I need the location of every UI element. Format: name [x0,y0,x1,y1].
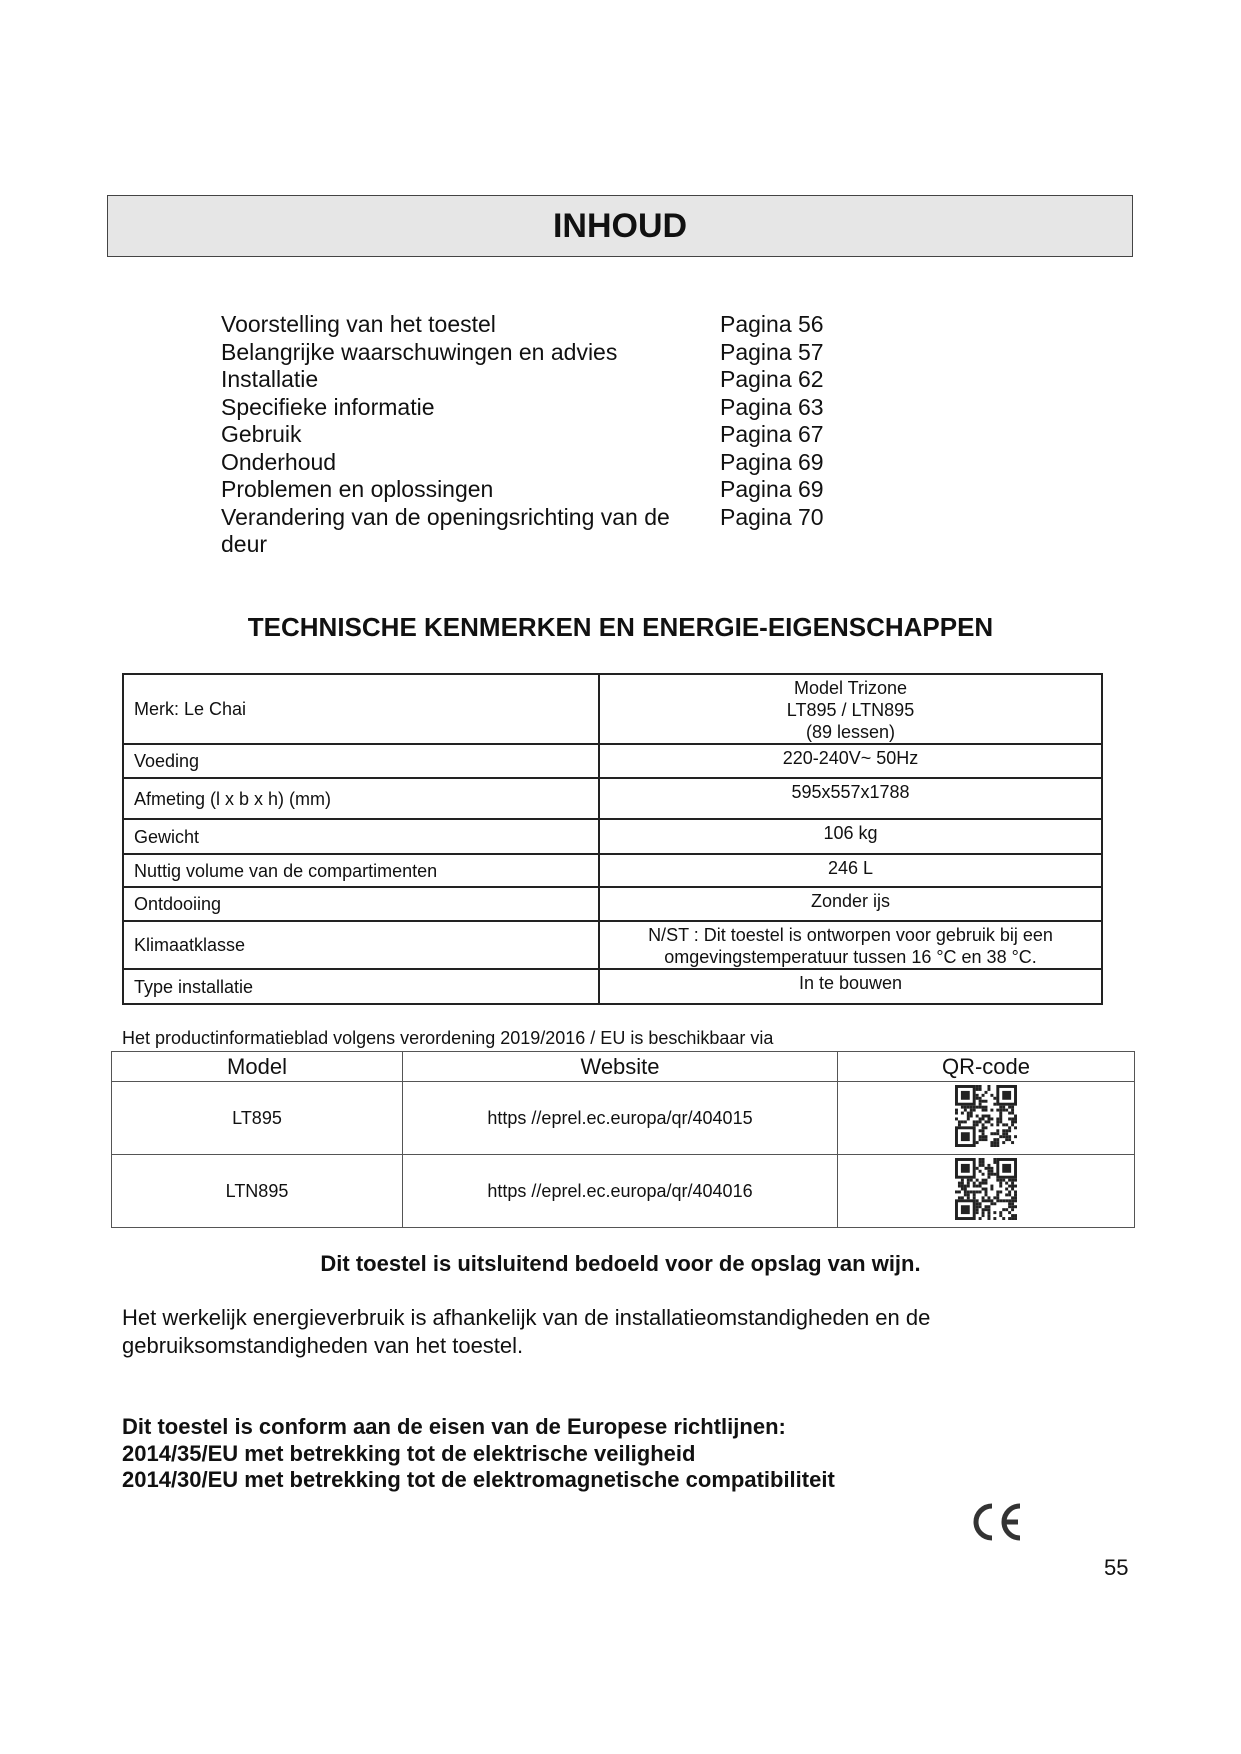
spec-value: 246 L [598,853,1103,888]
spec-row: Type installatie In te bouwen [122,968,1103,1005]
header-qr-code: QR-code [837,1051,1135,1082]
spec-row: Afmeting (l x b x h) (mm) 595x557x1788 [122,777,1103,820]
toc-item: Installatie Pagina 62 [221,366,824,394]
toc-item: Voorstelling van het toestel Pagina 56 [221,311,824,339]
spec-label: Nuttig volume van de compartimenten [122,853,600,888]
conformity-line: Dit toestel is conform aan de eisen van … [122,1414,786,1439]
toc-label: Problemen en oplossingen [221,476,494,502]
toc-label: Verandering van de openingsrichting van … [221,503,670,558]
toc-label: Installatie [221,366,319,392]
spec-value: In te bouwen [598,968,1103,1005]
toc-item: Gebruik Pagina 67 [221,421,824,449]
header-model: Model [111,1051,403,1082]
contents-title: INHOUD [107,195,1133,257]
spec-value: 220-240V~ 50Hz [598,743,1103,779]
product-sheet-table: Model Website QR-code LT895 https //eprel… [111,1051,1135,1228]
model-cell: LT895 [111,1081,403,1155]
model-cell: LTN895 [111,1154,403,1228]
spec-label: Voeding [122,743,600,779]
toc-label: Specifieke informatie [221,393,435,420]
spec-label: Ontdooiing [122,886,600,922]
spec-row: Nuttig volume van de compartimenten 246 L [122,853,1103,888]
product-sheet-note: Het productinformatieblad volgens verord… [122,1028,774,1048]
page-number: 55 [1104,1555,1129,1580]
spec-value: Model Trizone LT895 / LTN895 (89 lessen) [598,673,1103,745]
toc-label: Voorstelling van het toestel [221,311,496,337]
spec-value: 595x557x1788 [598,777,1103,820]
spec-label: Klimaatklasse [122,920,600,970]
spec-row: Gewicht 106 kg [122,818,1103,855]
toc-page: Pagina 67 [720,421,824,447]
spec-row: Ontdooiing Zonder ijs [122,886,1103,922]
qr-code-icon[interactable] [955,1157,1017,1224]
toc-page: Pagina 69 [720,448,824,475]
ce-mark-icon [968,1500,1024,1549]
website-link[interactable]: https //eprel.ec.europa/qr/404016 [402,1154,838,1228]
toc-item: Verandering van de openingsrichting van … [221,504,824,559]
toc-label: Gebruik [221,421,302,447]
spec-label: Gewicht [122,818,600,855]
technical-heading: TECHNISCHE KENMERKEN EN ENERGIE-EIGENSCH… [247,612,994,642]
spec-value: N/ST : Dit toestel is ontworpen voor geb… [598,920,1103,970]
product-row: LTN895 https //eprel.ec.europa/qr/404016 [111,1154,1135,1228]
toc-label: Onderhoud [221,448,337,475]
toc-page: Pagina 63 [720,393,824,420]
conformity-block: Dit toestel is conform aan de eisen van … [122,1414,835,1494]
toc-page: Pagina 70 [720,503,824,530]
table-of-contents: Voorstelling van het toestel Pagina 56 Bel… [221,311,824,559]
toc-item: Belangrijke waarschuwingen en advies Pagi… [221,339,824,367]
toc-page: Pagina 57 [720,338,824,365]
toc-page: Pagina 56 [720,311,824,337]
spec-value: Zonder ijs [598,886,1103,922]
spec-row: Merk: Le Chai Model Trizone LT895 / LTN89… [122,673,1103,745]
spec-label: Merk: Le Chai [122,673,600,745]
conformity-line: 2014/35/EU met betrekking tot de elektri… [122,1440,696,1466]
toc-item: Onderhoud Pagina 69 [221,449,824,477]
wine-notice: Dit toestel is uitsluitend bedoeld voor … [320,1251,921,1276]
energy-notice: Het werkelijk energieverbruik is afhanke… [122,1305,931,1358]
toc-page: Pagina 62 [720,366,824,392]
spec-label: Afmeting (l x b x h) (mm) [122,777,600,820]
conformity-line: 2014/30/EU met betrekking tot de elektro… [122,1467,835,1492]
website-link[interactable]: https //eprel.ec.europa/qr/404015 [402,1081,838,1155]
spec-row: Klimaatklasse N/ST : Dit toestel is ontwo… [122,920,1103,970]
toc-page: Pagina 69 [720,476,824,502]
spec-table: Merk: Le Chai Model Trizone LT895 / LTN89… [122,673,1103,1005]
header-website: Website [402,1051,838,1082]
qr-code-icon[interactable] [955,1084,1017,1151]
toc-item: Specifieke informatie Pagina 63 [221,394,824,422]
toc-item: Problemen en oplossingen Pagina 69 [221,476,824,504]
spec-row: Voeding 220-240V~ 50Hz [122,743,1103,779]
qr-cell [837,1154,1135,1228]
toc-label: Belangrijke waarschuwingen en advies [221,338,618,365]
spec-label: Type installatie [122,968,600,1005]
spec-value: 106 kg [598,818,1103,855]
product-row: LT895 https //eprel.ec.europa/qr/404015 [111,1081,1135,1155]
qr-cell [837,1081,1135,1155]
